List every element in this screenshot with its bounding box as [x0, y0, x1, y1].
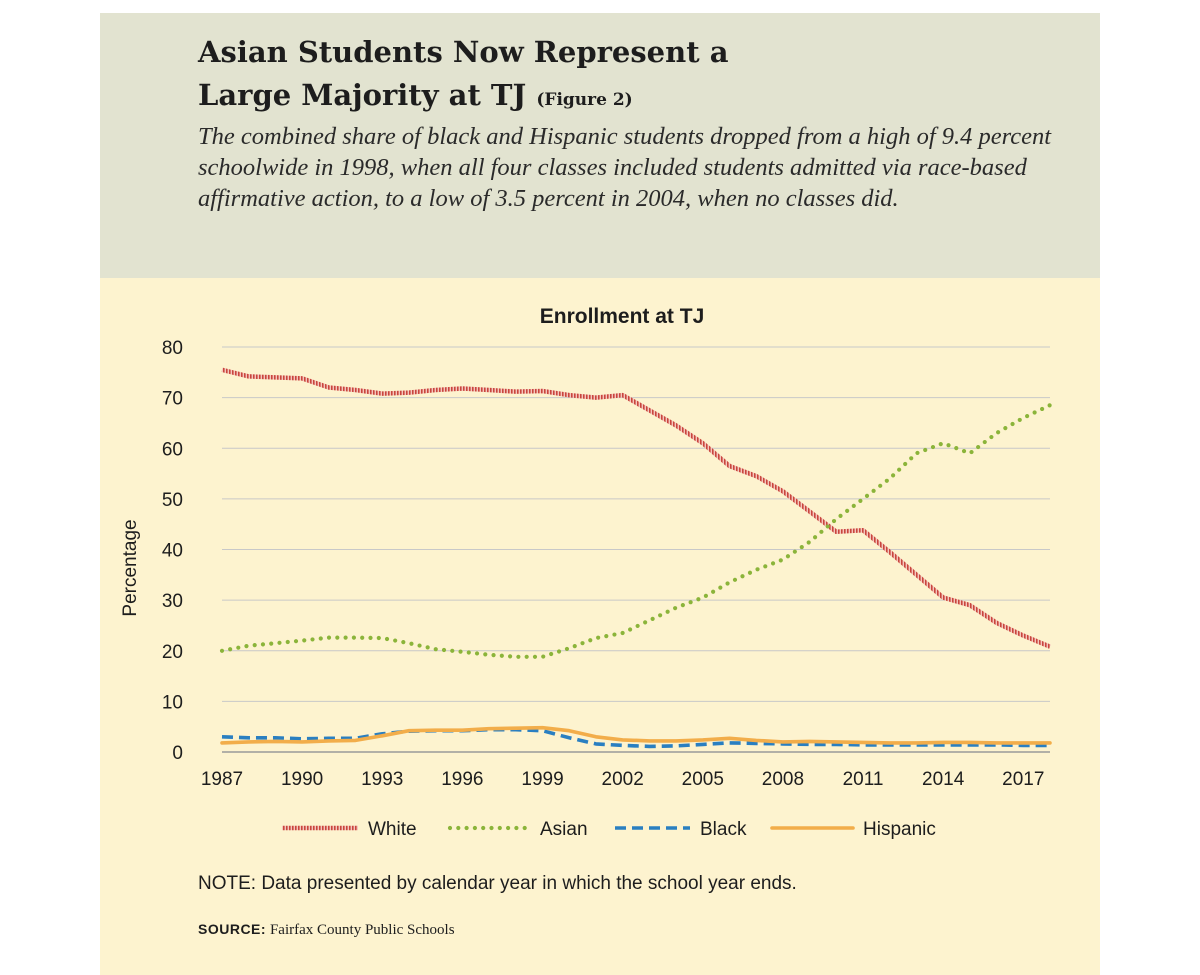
legend-label: Black [700, 819, 747, 840]
x-tick-label: 2014 [922, 769, 965, 790]
legend-item-hispanic: Hispanic [770, 819, 936, 840]
y-tick-label: 30 [162, 591, 183, 612]
legend-item-white: White [282, 819, 417, 840]
y-tick-label: 0 [172, 743, 183, 764]
header-band: Asian Students Now Represent a Large Maj… [100, 13, 1100, 278]
line-chart: 0 10 20 30 40 50 60 70 80 1987 1990 1993 1996 1999 200… [120, 305, 1053, 840]
y-tick-label: 10 [162, 692, 183, 713]
legend-item-black: Black [615, 819, 747, 840]
chart-panel: Asian Students Now Represent a Large Maj… [100, 13, 1100, 975]
y-tick-label: 70 [162, 389, 183, 410]
y-tick-label: 20 [162, 642, 183, 663]
series-line-white [221, 367, 1051, 649]
series-line-asian [219, 403, 1053, 659]
x-tick-label: 2011 [843, 769, 884, 790]
x-tick-label: 2005 [682, 769, 724, 790]
x-tick-label: 1996 [441, 769, 483, 790]
page-subtitle: The combined share of black and Hispanic… [198, 123, 1052, 212]
chart-title: Enrollment at TJ [540, 305, 705, 328]
x-tick-label: 2002 [602, 769, 644, 790]
figure-label: (Figure 2) [536, 90, 633, 110]
title-line-2: Large Majority at TJ [198, 78, 527, 112]
x-tick-label: 1999 [521, 769, 563, 790]
footnote: NOTE: Data presented by calendar year in… [198, 873, 797, 894]
legend-item-asian: Asian [447, 819, 588, 840]
source-label: SOURCE: [198, 921, 267, 937]
y-tick-label: 40 [162, 541, 183, 562]
x-tick-label: 1990 [281, 769, 323, 790]
legend-label: Hispanic [863, 819, 936, 840]
x-tick-label: 2008 [762, 769, 804, 790]
y-tick-label: 80 [162, 338, 183, 359]
x-tick-label: 1987 [201, 769, 243, 790]
page-title: Asian Students Now Represent a Large Maj… [198, 31, 1018, 122]
x-tick-label: 1993 [361, 769, 403, 790]
x-tick-label: 2017 [1002, 769, 1044, 790]
source-text: Fairfax County Public Schools [269, 922, 455, 938]
title-line-1: Asian Students Now Represent a [198, 35, 729, 69]
legend-label: Asian [540, 819, 588, 840]
series-line-hispanic [220, 725, 1052, 745]
source-line: SOURCE: Fairfax County Public Schools [198, 921, 455, 939]
legend-label: White [368, 819, 417, 840]
y-tick-label: 60 [162, 439, 183, 460]
series-line-black [221, 727, 1050, 749]
y-axis-label: Percentage [120, 519, 141, 616]
y-tick-label: 50 [162, 490, 183, 511]
